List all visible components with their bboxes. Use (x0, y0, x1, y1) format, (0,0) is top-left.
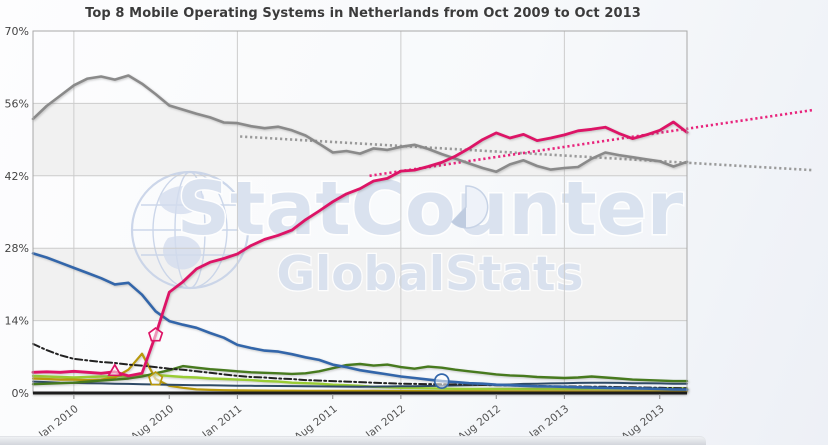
band (33, 103, 687, 176)
series-black-dashed (32, 342, 688, 390)
y-tick-label: 0% (12, 387, 29, 400)
series-olive (31, 352, 689, 393)
y-tick-label: 70% (5, 25, 29, 38)
series-dark-green (31, 362, 689, 386)
y-tick-label: 14% (5, 315, 29, 328)
series-blue (31, 252, 689, 391)
triangle-marker-magenta (107, 363, 123, 377)
pentagon-marker-olive (148, 370, 164, 386)
circle-marker-blue (433, 373, 450, 389)
y-tick-label: 42% (5, 170, 29, 183)
footer-bar (0, 436, 706, 445)
watermark-line1: StatCounter (177, 166, 684, 252)
gray-trend (240, 135, 813, 172)
band (33, 248, 687, 321)
y-tick-label: 56% (5, 97, 29, 110)
series-gray (31, 74, 689, 173)
series-magenta (31, 120, 689, 378)
pentagon-marker-magenta (148, 327, 164, 342)
y-tick-label: 28% (5, 242, 29, 255)
series-dark-slate (32, 380, 688, 388)
chart-title: Top 8 Mobile Operating Systems in Nether… (85, 6, 641, 21)
watermark-line2: GlobalStats (277, 247, 584, 302)
